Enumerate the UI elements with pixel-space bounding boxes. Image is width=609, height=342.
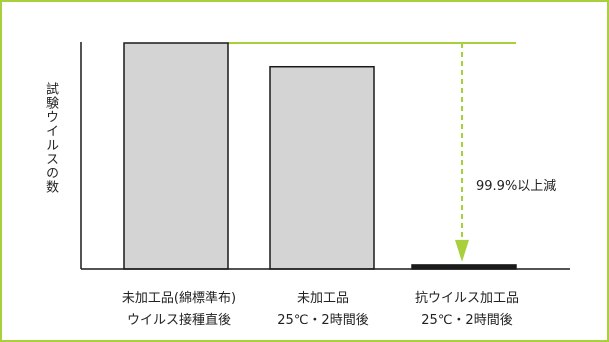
x-category-label-2-line1: 抗ウイルス加工品 <box>414 291 519 306</box>
y-axis-label: 試験ウイルスの数 <box>43 82 58 194</box>
x-category-label-0: 未加工品(綿標準布) ウイルス接種直後 <box>69 288 289 332</box>
x-category-label-0-line1: 未加工品(綿標準布) <box>121 291 237 306</box>
x-category-label-0-line2: ウイルス接種直後 <box>126 313 231 328</box>
x-category-label-2-line2: 25℃・2時間後 <box>421 313 513 328</box>
reduction-arrow-head <box>455 239 469 262</box>
x-category-label-1: 未加工品 25℃・2時間後 <box>213 288 433 332</box>
x-category-label-2: 抗ウイルス加工品 25℃・2時間後 <box>357 288 577 332</box>
x-category-label-1-line2: 25℃・2時間後 <box>277 313 369 328</box>
bar-1 <box>269 65 375 270</box>
bar-0 <box>123 42 229 270</box>
reduction-annotation: 99.9%以上減 <box>476 179 557 194</box>
x-category-label-1-line1: 未加工品 <box>296 291 349 306</box>
